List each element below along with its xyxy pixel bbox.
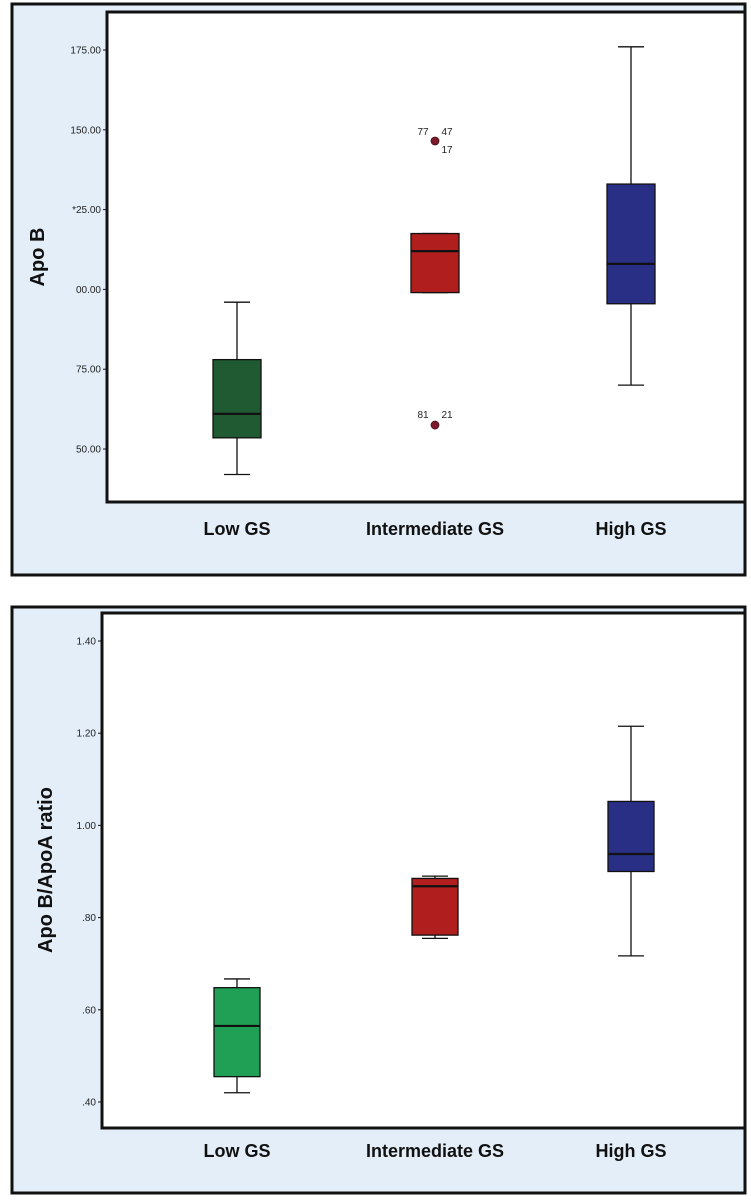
y-axis-title: Apo B/ApoA ratio (35, 787, 57, 953)
x-category-label: Low GS (204, 519, 271, 539)
y-tick-label: 1.00 (77, 821, 97, 832)
outlier-label: 47 (441, 127, 453, 138)
y-tick-label: 1.40 (77, 637, 97, 648)
box-iqr (606, 183, 656, 305)
box-iqr (213, 987, 261, 1078)
y-tick-label: 1.20 (77, 729, 97, 740)
outlier-label: 81 (417, 410, 429, 421)
x-category-label: High GS (596, 1141, 667, 1161)
box-iqr (411, 877, 459, 936)
y-tick-label: 150.00 (70, 125, 101, 136)
outlier-label: 77 (417, 127, 429, 138)
box-iqr (607, 800, 655, 873)
y-tick-label: .60 (82, 1005, 96, 1016)
y-tick-label: *25.00 (72, 205, 101, 216)
apo-b-boxplot-chart: 50.00 75.00 00.00 *25.00 150.00 175.00 Apo B Lo… (10, 2, 747, 577)
box-plot-high-gs (606, 46, 656, 386)
box-plot-low-gs (213, 978, 261, 1094)
box-plot-low-gs (212, 301, 262, 476)
box-plot-intermediate-gs: 77 47 17 81 21 (410, 127, 460, 430)
y-tick-label: 00.00 (76, 285, 101, 296)
y-tick-label: 50.00 (76, 445, 101, 456)
x-category-label: High GS (596, 519, 667, 539)
apo-ratio-boxplot-chart: .40 .60 .80 1.00 1.20 1.40 Apo B/ApoA ratio Low… (10, 605, 747, 1195)
box-iqr (410, 232, 460, 294)
box-plot-high-gs (607, 725, 655, 957)
x-category-label: Intermediate GS (366, 519, 504, 539)
outlier-point (430, 136, 440, 146)
y-tick-label: .80 (82, 913, 96, 924)
x-category-label: Intermediate GS (366, 1141, 504, 1161)
y-tick-label: .40 (82, 1098, 96, 1109)
y-axis-title: Apo B (27, 228, 49, 287)
y-tick-label: 75.00 (76, 365, 101, 376)
box-iqr (212, 358, 262, 439)
box-plot-intermediate-gs (411, 875, 459, 939)
x-category-label: Low GS (204, 1141, 271, 1161)
outlier-point (430, 420, 440, 430)
outlier-label: 21 (441, 410, 453, 421)
outlier-label: 17 (441, 145, 453, 156)
y-tick-label: 175.00 (70, 46, 101, 57)
